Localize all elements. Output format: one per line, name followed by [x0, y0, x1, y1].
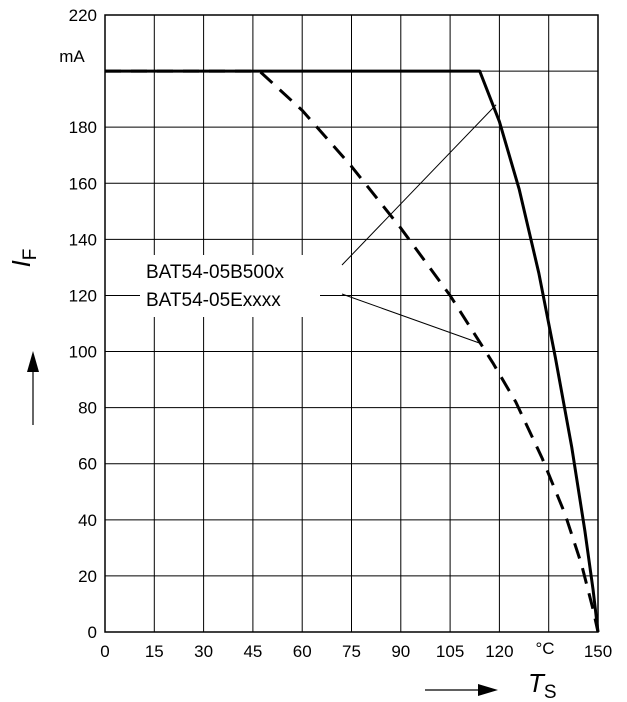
y-tick-label: 120 — [69, 286, 97, 305]
x-axis-subscript: S — [544, 682, 557, 702]
y-axis-subscript: F — [20, 249, 41, 261]
y-tick-label: 80 — [78, 399, 97, 418]
tick-labels: 0 15 30 45 60 75 90 105 120 150 0 20 40 60 80 100 120 140… — [69, 6, 613, 661]
x-tick-label: 45 — [243, 642, 262, 661]
leader-line-solid — [341, 104, 497, 266]
leader-line-dashed — [341, 293, 480, 344]
series-line-solid — [105, 69, 600, 633]
x-tick-label: 60 — [293, 642, 312, 661]
x-axis-title: TS — [425, 668, 557, 702]
annotations — [341, 104, 497, 344]
svg-text:IF: IF — [6, 249, 41, 268]
x-tick-label: 75 — [342, 642, 361, 661]
x-tick-label: 120 — [485, 642, 513, 661]
legend-label-solid: BAT54-05B500x — [146, 262, 285, 283]
series-layer — [105, 69, 600, 633]
series-line-dashed — [105, 69, 600, 633]
x-tick-label: 0 — [100, 642, 109, 661]
x-tick-label: 105 — [436, 642, 464, 661]
y-tick-label: 60 — [78, 455, 97, 474]
x-tick-label: 30 — [194, 642, 213, 661]
y-unit-label: mA — [59, 47, 85, 66]
y-tick-label: 100 — [69, 343, 97, 362]
x-axis-symbol: T — [528, 668, 546, 698]
x-tick-label: 150 — [584, 642, 612, 661]
legend-label-dashed: BAT54-05Exxxx — [146, 290, 281, 311]
legend-backdrop — [140, 255, 320, 317]
x-tick-label: 15 — [145, 642, 164, 661]
y-tick-label: 160 — [69, 174, 97, 193]
y-tick-label: 140 — [69, 230, 97, 249]
y-tick-label: 40 — [78, 511, 97, 530]
y-axis-title: IF — [6, 249, 41, 425]
y-axis-symbol: I — [6, 260, 36, 267]
x-unit-label: °C — [535, 639, 554, 658]
y-tick-label: 0 — [88, 623, 97, 642]
y-tick-label: 180 — [69, 118, 97, 137]
y-tick-label: 20 — [78, 567, 97, 586]
plot-frame — [104, 14, 599, 633]
svg-text:TS: TS — [528, 668, 557, 702]
y-axis-arrow-head — [27, 351, 39, 372]
y-tick-label: 220 — [69, 6, 97, 25]
x-axis-arrow-head — [478, 684, 498, 696]
grid — [105, 15, 598, 632]
x-tick-label: 90 — [391, 642, 410, 661]
legend: BAT54-05B500x BAT54-05Exxxx — [140, 255, 320, 317]
